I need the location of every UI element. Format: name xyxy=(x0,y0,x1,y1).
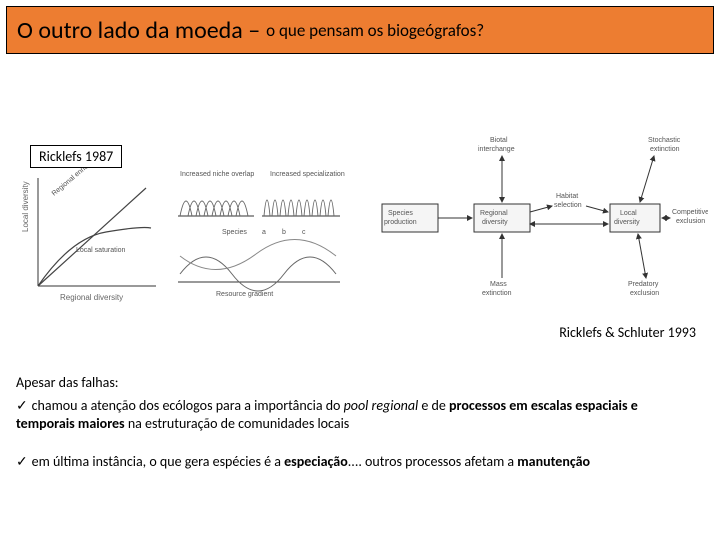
node-biotal-l2: interchange xyxy=(478,146,515,153)
title-bar: O outro lado da moeda – o que pensam os … xyxy=(6,6,714,54)
species-c: c xyxy=(302,229,306,236)
top-left-label: Increased niche overlap xyxy=(180,171,254,178)
title-main: O outro lado da moeda – xyxy=(17,16,260,45)
b2-pre: em última instância, o que gera espécies… xyxy=(32,453,285,470)
node-regional-l2: diversity xyxy=(482,219,508,226)
node-competitive-l1: Competitive xyxy=(672,209,708,216)
citation-right: Ricklefs & Schluter 1993 xyxy=(559,324,696,341)
node-species-l1: Species xyxy=(388,210,413,217)
bullet-1: ✓ chamou a atenção dos ecólogos para a i… xyxy=(16,396,696,433)
yaxis-label: Local diversity xyxy=(21,181,30,232)
species-label: Species xyxy=(222,229,247,236)
node-habitat-l2: selection xyxy=(554,202,582,209)
check-icon: ✓ xyxy=(16,397,32,413)
node-mass-l1: Mass xyxy=(490,281,507,288)
node-competitive-l2: exclusion xyxy=(676,218,705,225)
node-local-l1: Local xyxy=(620,210,637,217)
b2-b: especiação xyxy=(284,453,348,470)
b1-mid: e de xyxy=(418,397,449,414)
node-predatory-l1: Predatory xyxy=(628,281,659,288)
top-right-label: Increased specialization xyxy=(270,171,345,178)
title-sub: o que pensam os biogeógrafos? xyxy=(266,20,484,41)
b2-b2: manutenção xyxy=(517,453,590,470)
node-species-l2: production xyxy=(384,219,417,226)
node-stochastic-l2: extinction xyxy=(650,146,680,153)
node-local-l2: diversity xyxy=(614,219,640,226)
b1-pre: chamou a atenção dos ecólogos para a imp… xyxy=(32,397,344,414)
citation-left: Ricklefs 1987 xyxy=(30,145,122,168)
node-predatory-l2: exclusion xyxy=(630,290,659,297)
figure-ricklefs-1987: Local diversity Regional diversity Regio… xyxy=(16,168,346,308)
b1-em: pool regional xyxy=(344,397,419,414)
node-habitat-l1: Habitat xyxy=(556,193,578,200)
figure-ricklefs-schluter-1993: Species production Regional diversity Lo… xyxy=(378,128,708,308)
b1-post: na estruturação de comunidades locais xyxy=(125,415,350,432)
b2-post: .... outros processos afetam a xyxy=(348,453,518,470)
xaxis-label: Regional diversity xyxy=(60,293,123,302)
node-biotal-l1: Biotal xyxy=(490,137,508,144)
species-b: b xyxy=(282,229,286,236)
curve-lower: Local saturation xyxy=(76,247,126,254)
resource-gradient: Resource gradient xyxy=(216,291,273,298)
body-text: Apesar das falhas: ✓ chamou a atenção do… xyxy=(16,374,696,475)
check-icon: ✓ xyxy=(16,453,32,469)
node-mass-l2: extinction xyxy=(482,290,512,297)
node-regional-l1: Regional xyxy=(480,210,508,217)
bullet-2: ✓ em última instância, o que gera espéci… xyxy=(16,452,696,471)
curve-upper: Regional enrichment xyxy=(51,168,105,198)
node-stochastic-l1: Stochastic xyxy=(648,137,681,144)
species-a: a xyxy=(262,229,266,236)
body-heading: Apesar das falhas: xyxy=(16,374,696,392)
